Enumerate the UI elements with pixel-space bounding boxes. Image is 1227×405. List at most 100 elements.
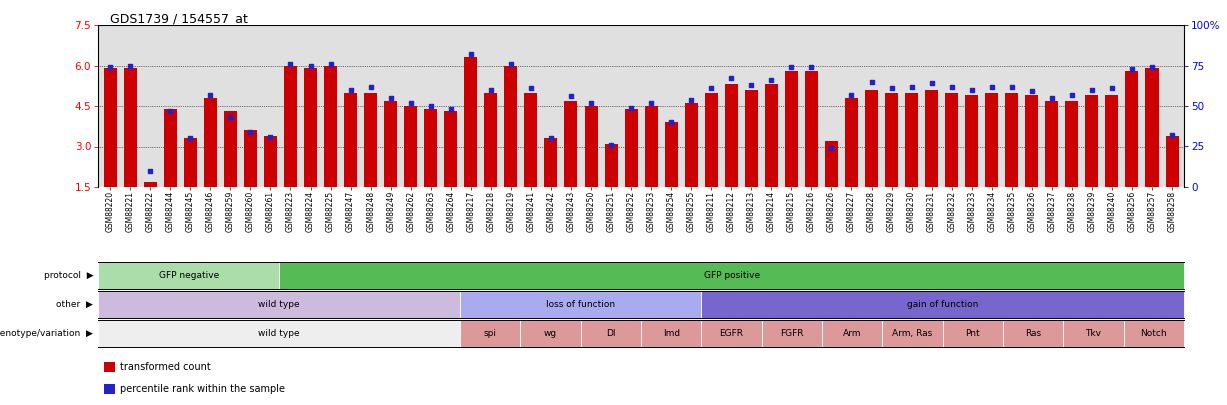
Point — [361, 83, 380, 90]
Text: GFP positive: GFP positive — [703, 271, 760, 280]
Point — [621, 104, 640, 111]
Point — [601, 142, 621, 148]
Bar — [945, 92, 958, 187]
Bar — [1166, 136, 1179, 187]
Point — [101, 64, 120, 70]
Point — [921, 80, 941, 87]
Bar — [845, 98, 858, 187]
Text: spi: spi — [483, 329, 497, 338]
Bar — [1005, 92, 1018, 187]
Point — [982, 83, 1001, 90]
Point — [240, 129, 260, 135]
Bar — [762, 320, 822, 347]
Point — [661, 119, 681, 126]
Point — [380, 95, 400, 101]
Point — [902, 83, 921, 90]
Point — [702, 85, 721, 92]
Text: percentile rank within the sample: percentile rank within the sample — [120, 384, 285, 394]
Bar — [464, 58, 477, 187]
Point — [1142, 64, 1162, 70]
Bar — [223, 111, 237, 187]
Bar — [98, 262, 280, 289]
Bar — [184, 139, 196, 187]
Point — [281, 61, 301, 67]
Bar — [625, 109, 638, 187]
Point — [481, 87, 501, 93]
Text: GDS1739 / 154557_at: GDS1739 / 154557_at — [110, 12, 248, 25]
Text: Dl: Dl — [606, 329, 616, 338]
Point — [320, 61, 340, 67]
Bar — [925, 90, 939, 187]
Bar — [1045, 100, 1059, 187]
Point — [341, 87, 361, 93]
Point — [461, 51, 481, 58]
Bar — [1125, 71, 1139, 187]
Bar — [665, 122, 677, 187]
Bar — [504, 66, 518, 187]
Point — [421, 103, 440, 109]
Bar — [1106, 95, 1119, 187]
Point — [822, 145, 842, 151]
Point — [942, 83, 962, 90]
Text: wild type: wild type — [259, 329, 299, 338]
Point — [762, 77, 782, 83]
Text: Imd: Imd — [663, 329, 680, 338]
Text: protocol  ▶: protocol ▶ — [44, 271, 93, 280]
Bar — [344, 92, 357, 187]
Bar — [764, 84, 778, 187]
Point — [1082, 87, 1102, 93]
Bar — [1065, 100, 1079, 187]
Bar — [966, 95, 978, 187]
Point — [1102, 85, 1121, 92]
Text: wild type: wild type — [259, 300, 299, 309]
Bar — [882, 320, 942, 347]
Text: transformed count: transformed count — [120, 362, 211, 372]
Text: Notch: Notch — [1141, 329, 1167, 338]
Text: loss of function: loss of function — [546, 300, 616, 309]
Bar — [942, 320, 1004, 347]
Bar — [425, 109, 437, 187]
Point — [1063, 92, 1082, 98]
Bar — [985, 92, 999, 187]
Point — [842, 92, 861, 98]
Bar — [524, 92, 537, 187]
Point — [962, 87, 982, 93]
Bar — [805, 71, 818, 187]
Bar — [580, 320, 640, 347]
Bar — [103, 68, 117, 187]
Point — [561, 93, 580, 100]
Bar — [822, 320, 882, 347]
Bar — [124, 68, 136, 187]
Bar — [865, 90, 879, 187]
Point — [882, 85, 902, 92]
Point — [681, 96, 701, 103]
Point — [161, 108, 180, 114]
Text: genotype/variation  ▶: genotype/variation ▶ — [0, 329, 93, 338]
Bar — [605, 144, 617, 187]
Bar — [304, 68, 317, 187]
Point — [1002, 83, 1022, 90]
Bar — [404, 106, 417, 187]
Bar — [785, 71, 798, 187]
Point — [741, 82, 761, 88]
Point — [801, 64, 821, 70]
Bar — [460, 291, 702, 318]
Bar — [264, 136, 277, 187]
Bar — [444, 111, 458, 187]
Bar — [283, 66, 297, 187]
Point — [861, 79, 881, 85]
Point — [642, 100, 661, 106]
Point — [1123, 66, 1142, 72]
Point — [541, 135, 561, 142]
Bar — [644, 106, 658, 187]
Bar — [725, 84, 737, 187]
Bar — [640, 320, 702, 347]
Bar — [1064, 320, 1124, 347]
Text: wg: wg — [544, 329, 557, 338]
Text: FGFR: FGFR — [780, 329, 804, 338]
Text: Arm: Arm — [843, 329, 861, 338]
Bar — [324, 66, 337, 187]
Point — [301, 62, 320, 69]
Point — [200, 92, 220, 98]
Point — [401, 100, 421, 106]
